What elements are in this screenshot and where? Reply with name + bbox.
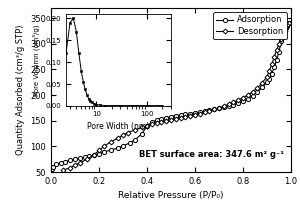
- Text: BET surface area: 347.6 m² g⁻¹: BET surface area: 347.6 m² g⁻¹: [139, 150, 284, 159]
- Desorption: [145, 125, 149, 127]
- Line: Desorption: Desorption: [61, 22, 290, 172]
- X-axis label: Pore Width (nm): Pore Width (nm): [87, 122, 150, 131]
- X-axis label: Relative Pressure (P/P₀): Relative Pressure (P/P₀): [118, 191, 224, 200]
- Desorption: [287, 22, 290, 25]
- Adsorption: [150, 121, 154, 123]
- Desorption: [61, 169, 65, 171]
- Y-axis label: Quantity Adsorbed (cm³/g STP): Quantity Adsorbed (cm³/g STP): [16, 25, 25, 155]
- Adsorption: [227, 105, 230, 108]
- Y-axis label: Pore Volumn (cm³/g): Pore Volumn (cm³/g): [32, 24, 40, 96]
- Adsorption: [217, 107, 221, 110]
- Adsorption: [203, 110, 206, 112]
- Adsorption: [256, 91, 259, 93]
- Desorption: [68, 167, 72, 169]
- Desorption: [265, 75, 269, 78]
- Legend: Adsorption, Desorption: Adsorption, Desorption: [213, 12, 287, 39]
- Adsorption: [287, 22, 290, 25]
- Desorption: [246, 94, 250, 96]
- Desorption: [241, 96, 245, 99]
- Adsorption: [52, 166, 55, 168]
- Adsorption: [50, 168, 54, 171]
- Line: Adsorption: Adsorption: [50, 21, 291, 172]
- Desorption: [160, 121, 163, 123]
